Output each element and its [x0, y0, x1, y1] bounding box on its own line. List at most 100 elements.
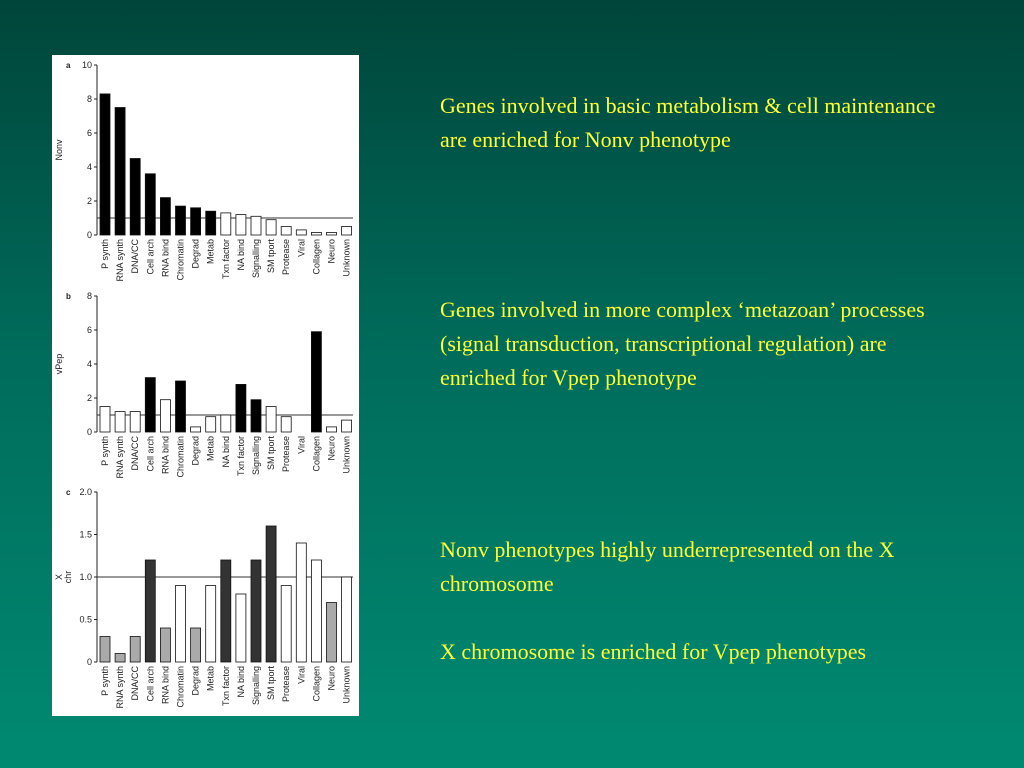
bar-a-7	[205, 210, 217, 236]
category-label-a-2: DNA/CC	[130, 239, 140, 274]
category-label-b-13: Viral	[296, 436, 306, 454]
bar-b-1	[114, 411, 126, 433]
category-label-c-3: Cell arch	[145, 666, 155, 702]
category-label-b-0: P synth	[100, 436, 110, 466]
category-label-a-8: Txn factor	[221, 239, 231, 279]
category-label-b-3: Cell arch	[145, 436, 155, 472]
category-label-c-6: Degrad	[191, 666, 201, 696]
category-label-c-15: Neuro	[327, 666, 337, 691]
y-axis-label-a: Nonv	[54, 139, 64, 161]
category-label-a-6: Degrad	[191, 239, 201, 269]
category-label-a-13: Viral	[296, 239, 306, 257]
y-tick-label-c: 1.0	[79, 572, 92, 582]
bar-a-16	[341, 226, 353, 236]
category-label-c-4: RNA bind	[160, 666, 170, 704]
text-nonv-enrichment: Genes involved in basic metabolism & cel…	[440, 93, 936, 152]
bar-b-15	[326, 426, 337, 433]
category-label-c-9: NA bind	[236, 666, 246, 698]
text-x-chromosome-vpep: X chromosome is enriched for Vpep phenot…	[440, 639, 867, 664]
category-label-c-11: SM tport	[266, 666, 276, 701]
y-axis-label-c: X	[54, 574, 64, 580]
bar-c-0	[99, 636, 111, 663]
bar-c-12	[280, 585, 292, 663]
category-label-b-14: Collagen	[311, 436, 321, 472]
y-tick-label-a: 8	[87, 94, 92, 104]
category-label-c-2: DNA/CC	[130, 666, 140, 701]
category-label-a-12: Protease	[281, 239, 291, 275]
bar-c-7	[205, 585, 217, 663]
category-label-a-14: Collagen	[311, 239, 321, 275]
bar-b-12	[280, 416, 292, 433]
category-label-c-10: Signalling	[251, 666, 261, 705]
y-tick-label-a: 0	[87, 230, 92, 240]
y-axis-label-c: chr	[63, 571, 73, 584]
y-tick-label-c: 1.5	[79, 530, 92, 540]
y-tick-label-c: 0	[87, 657, 92, 667]
category-label-a-7: Metab	[206, 239, 216, 264]
bar-a-0	[99, 93, 111, 236]
category-label-b-11: SM tport	[266, 436, 276, 471]
category-label-c-1: RNA synth	[115, 666, 125, 709]
y-tick-label-c: 0.5	[79, 615, 92, 625]
bar-c-13	[295, 542, 307, 663]
category-label-b-2: DNA/CC	[130, 436, 140, 471]
y-tick-label-a: 10	[82, 60, 92, 70]
category-label-b-15: Neuro	[327, 436, 337, 461]
bar-a-14	[310, 232, 322, 236]
category-label-c-5: Chromatin	[176, 666, 186, 708]
bar-a-6	[190, 207, 202, 236]
category-label-b-4: RNA bind	[160, 436, 170, 474]
bar-b-2	[129, 411, 141, 433]
category-label-c-16: Unknown	[342, 666, 352, 704]
category-label-b-10: Signalling	[251, 436, 261, 475]
category-label-c-7: Metab	[206, 666, 216, 691]
y-tick-label-a: 6	[87, 128, 92, 138]
panel-letter-c: c	[66, 488, 71, 497]
category-label-b-1: RNA synth	[115, 436, 125, 479]
y-tick-label-b: 0	[87, 427, 92, 437]
bar-b-3	[144, 377, 156, 433]
bar-a-13	[295, 229, 307, 236]
bar-a-3	[144, 173, 156, 236]
panel-letter-b: b	[66, 292, 71, 301]
y-tick-label-b: 4	[87, 359, 92, 369]
bar-c-16	[341, 576, 353, 663]
chart-figure: a Nonv 0 2 4 6 8 10 P synth RNA synth DNA/CC Cell a…	[52, 55, 359, 716]
bar-b-16	[341, 419, 353, 433]
bar-a-15	[326, 232, 337, 236]
category-label-c-12: Protease	[281, 666, 291, 702]
text-x-chromosome-nonv: Nonv phenotypes highly underrepresented …	[440, 537, 895, 596]
bar-b-0	[99, 406, 111, 433]
bar-b-7	[205, 416, 217, 433]
bar-a-2	[129, 158, 141, 236]
text-vpep-enrichment: Genes involved in more complex ‘metazoan…	[440, 297, 925, 390]
y-tick-label-a: 2	[87, 196, 92, 206]
category-label-b-7: Metab	[206, 436, 216, 461]
bar-a-12	[280, 226, 292, 236]
category-label-b-16: Unknown	[342, 436, 352, 474]
y-tick-label-a: 4	[87, 162, 92, 172]
category-label-b-5: Chromatin	[176, 436, 186, 478]
category-label-a-4: RNA bind	[160, 239, 170, 277]
category-label-a-16: Unknown	[342, 239, 352, 277]
bar-a-4	[160, 197, 171, 236]
bar-b-10	[250, 399, 262, 433]
bar-c-1	[114, 653, 126, 663]
category-label-a-9: NA bind	[236, 239, 246, 271]
bar-c-10	[250, 559, 262, 663]
category-label-a-0: P synth	[100, 239, 110, 269]
bar-b-8	[220, 414, 232, 433]
bar-b-11	[265, 406, 277, 433]
bar-c-2	[129, 636, 141, 663]
bar-c-15	[326, 602, 337, 663]
category-label-a-10: Signalling	[251, 239, 261, 278]
category-label-a-11: SM tport	[266, 239, 276, 274]
panel-letter-a: a	[66, 61, 71, 70]
bar-a-8	[220, 212, 232, 236]
chart-svg: a Nonv 0 2 4 6 8 10 P synth RNA synth DNA/CC Cell a…	[54, 60, 353, 709]
bar-b-5	[175, 380, 186, 433]
category-label-a-3: Cell arch	[145, 239, 155, 275]
bar-a-1	[114, 107, 126, 236]
bar-a-10	[250, 215, 262, 236]
y-axis-label-b: vPep	[54, 354, 64, 375]
